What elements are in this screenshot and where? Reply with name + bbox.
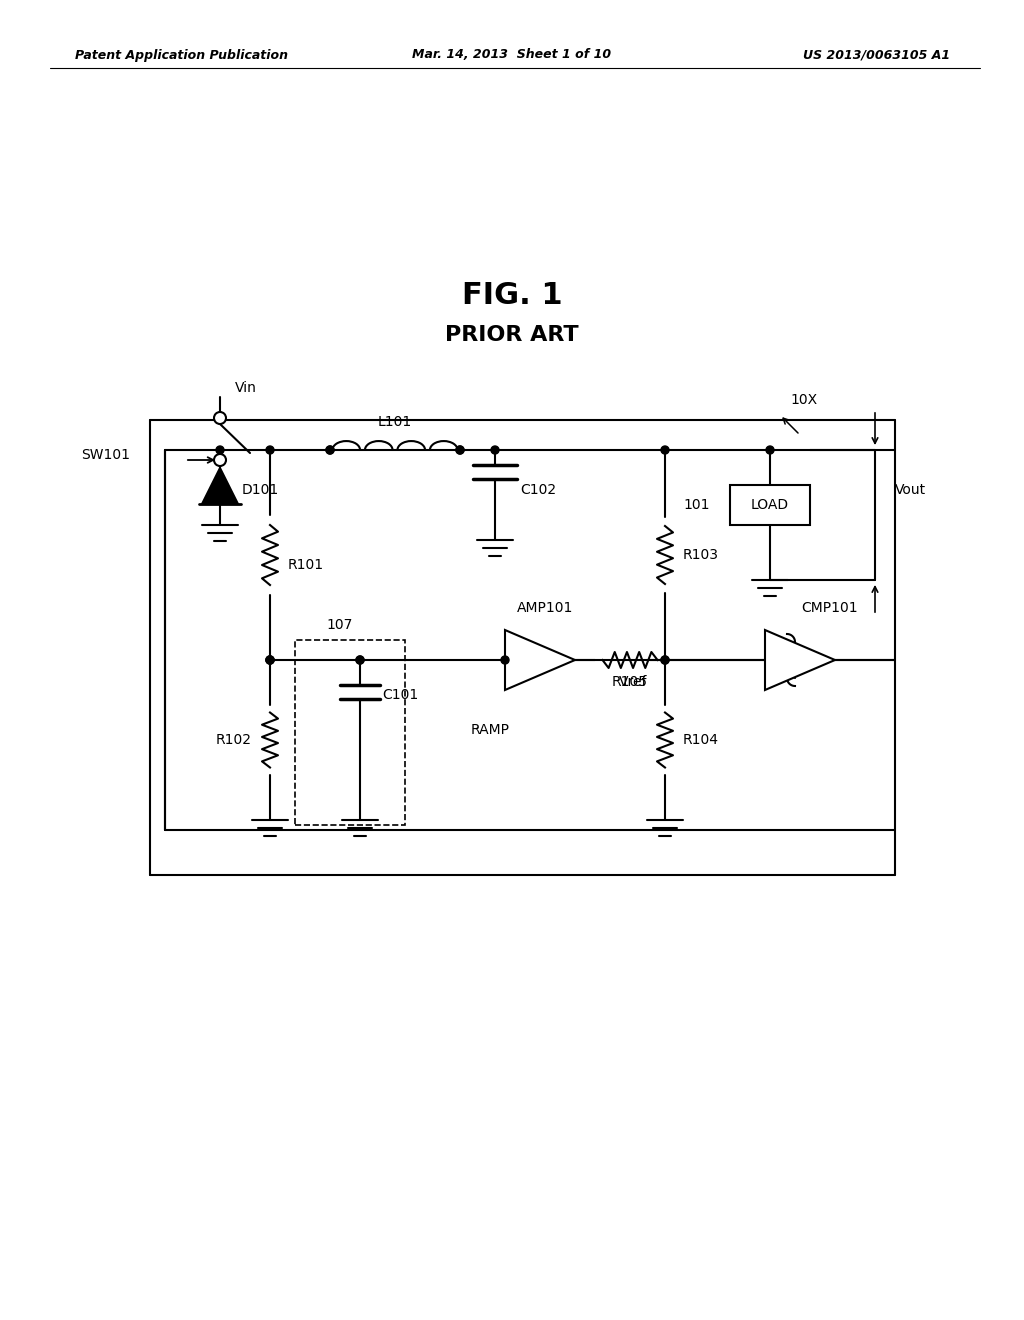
Text: R105: R105 (612, 675, 648, 689)
Circle shape (266, 656, 274, 664)
Text: D101: D101 (242, 483, 280, 498)
Text: Vin: Vin (234, 381, 257, 395)
Circle shape (501, 656, 509, 664)
Circle shape (356, 656, 364, 664)
Text: AMP101: AMP101 (517, 601, 573, 615)
Polygon shape (202, 469, 238, 504)
Polygon shape (505, 630, 575, 690)
Bar (295, 640, 406, 825)
Circle shape (456, 446, 464, 454)
Circle shape (266, 656, 274, 664)
Text: R101: R101 (288, 558, 325, 572)
Text: Vref: Vref (618, 675, 647, 689)
Circle shape (662, 446, 669, 454)
Text: RAMP: RAMP (470, 723, 510, 737)
Text: PRIOR ART: PRIOR ART (445, 325, 579, 345)
Polygon shape (765, 630, 835, 690)
Text: R102: R102 (216, 733, 252, 747)
Circle shape (326, 446, 334, 454)
Text: SW101: SW101 (81, 447, 130, 462)
Text: Mar. 14, 2013  Sheet 1 of 10: Mar. 14, 2013 Sheet 1 of 10 (413, 49, 611, 62)
Text: R103: R103 (683, 548, 719, 562)
Circle shape (326, 446, 334, 454)
Text: R104: R104 (683, 733, 719, 747)
Bar (730, 484, 810, 525)
Text: FIG. 1: FIG. 1 (462, 281, 562, 309)
Text: US 2013/0063105 A1: US 2013/0063105 A1 (803, 49, 950, 62)
Circle shape (214, 454, 226, 466)
Circle shape (356, 656, 364, 664)
Circle shape (216, 446, 224, 454)
Text: 10X: 10X (790, 393, 817, 407)
Circle shape (766, 446, 774, 454)
Circle shape (214, 412, 226, 424)
Text: Vout: Vout (895, 483, 926, 498)
Circle shape (662, 656, 669, 664)
Text: C101: C101 (382, 688, 418, 702)
Text: C102: C102 (520, 483, 556, 498)
Text: L101: L101 (378, 414, 412, 429)
Circle shape (266, 656, 274, 664)
Circle shape (456, 446, 464, 454)
Text: Patent Application Publication: Patent Application Publication (75, 49, 288, 62)
Circle shape (266, 446, 274, 454)
Text: CMP101: CMP101 (802, 601, 858, 615)
Text: 107: 107 (327, 618, 353, 632)
Circle shape (490, 446, 499, 454)
Text: LOAD: LOAD (751, 498, 790, 512)
Circle shape (662, 656, 669, 664)
Text: 101: 101 (683, 498, 710, 512)
